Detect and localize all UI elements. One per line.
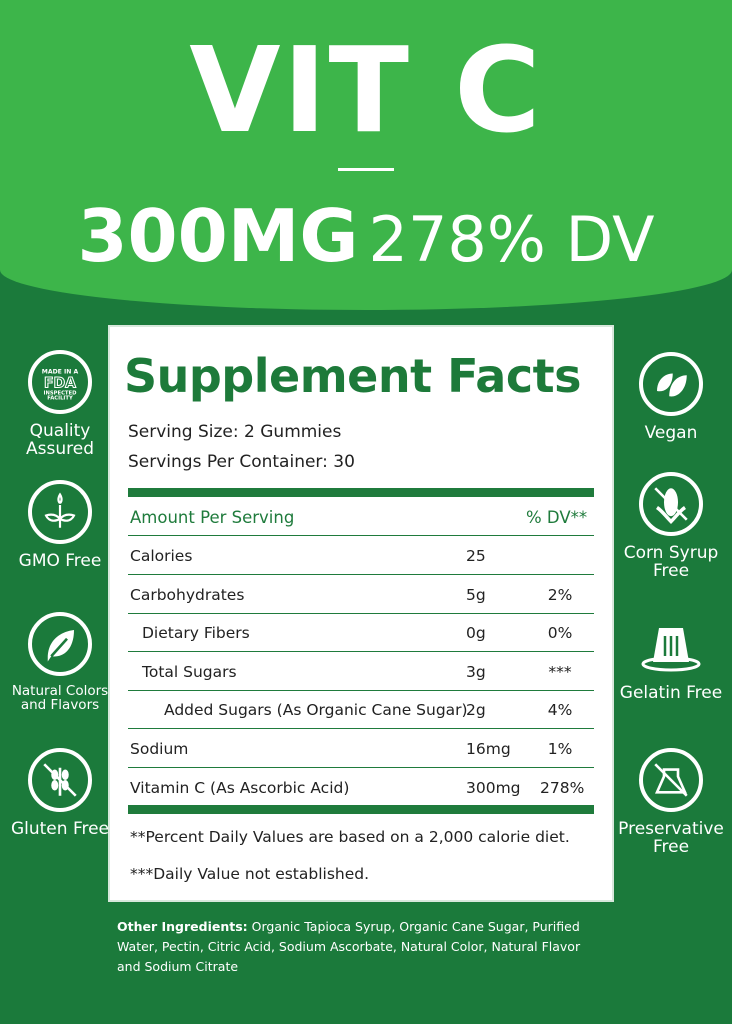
nutrient-name: Sodium bbox=[130, 740, 189, 758]
amount-header: Amount Per Serving bbox=[130, 508, 295, 527]
badge-no-flask: Preservative Free bbox=[611, 748, 731, 856]
ingredients-label: Other Ingredients: bbox=[117, 919, 248, 934]
nutrient-row: Total Sugars 3g *** bbox=[128, 652, 594, 691]
nutrient-amount: 25 bbox=[466, 547, 486, 565]
nutrient-row: Sodium 16mg 1% bbox=[128, 729, 594, 768]
nutrient-name: Added Sugars (As Organic Cane Sugar) bbox=[164, 701, 468, 720]
nutrient-amount: 2g bbox=[466, 701, 486, 720]
svg-text:FACILITY: FACILITY bbox=[47, 396, 73, 402]
daily-value: 278% DV bbox=[368, 203, 655, 276]
badge-fda-seal: MADE IN A FDA INSPECTED FACILITY Quality Ass… bbox=[0, 350, 120, 458]
jelly-icon bbox=[639, 612, 703, 676]
badge-label: GMO Free bbox=[18, 551, 102, 571]
badge-label: Natural Colors and Flavors bbox=[11, 683, 109, 713]
badge-label: Gelatin Free bbox=[619, 683, 723, 703]
column-header-row: Amount Per Serving % DV** bbox=[128, 497, 594, 536]
thick-rule bbox=[128, 805, 594, 814]
nutrient-dv: 4% bbox=[547, 701, 573, 720]
nutrient-amount: 300mg bbox=[466, 778, 521, 797]
other-ingredients: Other Ingredients: Organic Tapioca Syrup… bbox=[117, 917, 597, 977]
nutrient-row: Dietary Fibers 0g 0% bbox=[128, 613, 594, 653]
nutrient-row: Added Sugars (As Organic Cane Sugar) 2g 4% bbox=[128, 690, 594, 730]
dv-header: % DV** bbox=[526, 508, 588, 527]
servings-per-container: Servings Per Container: 30 bbox=[128, 452, 355, 472]
sprout-icon bbox=[28, 480, 92, 544]
nutrient-amount: 3g bbox=[466, 662, 486, 681]
divider bbox=[338, 168, 394, 171]
nutrient-amount: 5g bbox=[466, 585, 486, 604]
nutrient-row: Vitamin C (As Ascorbic Acid) 300mg 278% bbox=[128, 768, 594, 807]
dv-not-established-note: ***Daily Value not established. bbox=[130, 865, 370, 883]
dose: 300MG bbox=[77, 194, 359, 278]
badge-jelly: Gelatin Free bbox=[611, 612, 731, 702]
badge-label: Preservative Free bbox=[618, 819, 724, 857]
nutrient-dv: 278% bbox=[540, 778, 585, 797]
badge-label: Corn Syrup Free bbox=[623, 543, 719, 581]
nutrient-dv: 0% bbox=[547, 624, 573, 643]
nutrient-dv: *** bbox=[548, 662, 572, 681]
nutrient-name: Calories bbox=[130, 547, 193, 565]
badge-leaf: Natural Colors and Flavors bbox=[0, 612, 120, 712]
badge-label: Vegan bbox=[644, 423, 698, 443]
header-band bbox=[0, 0, 732, 310]
serving-size: Serving Size: 2 Gummies bbox=[128, 422, 342, 442]
no-corn-icon bbox=[639, 472, 703, 536]
nutrient-name: Vitamin C (As Ascorbic Acid) bbox=[130, 778, 350, 797]
nutrient-dv: 1% bbox=[547, 740, 573, 758]
nutrient-row: Calories 25 bbox=[128, 536, 594, 575]
dose-line: 300MG 278% DV bbox=[0, 196, 732, 296]
nutrient-amount: 16mg bbox=[466, 740, 511, 758]
dv-note: **Percent Daily Values are based on a 2,… bbox=[130, 828, 570, 846]
svg-text:INSPECTED: INSPECTED bbox=[44, 390, 78, 396]
nutrient-name: Dietary Fibers bbox=[142, 624, 250, 643]
supplement-facts-panel: Supplement Facts Serving Size: 2 Gummies… bbox=[108, 325, 614, 902]
badge-sprout: GMO Free bbox=[0, 480, 120, 570]
svg-text:MADE IN A: MADE IN A bbox=[42, 368, 79, 375]
leaf-icon bbox=[28, 612, 92, 676]
badge-label: Gluten Free bbox=[10, 819, 110, 839]
nutrient-name: Carbohydrates bbox=[130, 585, 245, 604]
fda-seal-icon: MADE IN A FDA INSPECTED FACILITY bbox=[28, 350, 92, 414]
thick-rule bbox=[128, 488, 594, 497]
svg-text:FDA: FDA bbox=[44, 375, 76, 391]
badge-vegan-leaves: Vegan bbox=[611, 352, 731, 442]
badge-no-corn: Corn Syrup Free bbox=[611, 472, 731, 580]
ingredients-text: Organic Tapioca Syrup, Organic Cane Suga… bbox=[117, 919, 581, 974]
badge-label: Quality Assured bbox=[26, 421, 94, 459]
nutrient-row: Carbohydrates 5g 2% bbox=[128, 575, 594, 614]
nutrient-amount: 0g bbox=[466, 624, 486, 643]
nutrient-name: Total Sugars bbox=[142, 662, 237, 681]
nutrient-dv: 2% bbox=[547, 585, 573, 604]
facts-title: Supplement Facts bbox=[124, 349, 582, 403]
no-flask-icon bbox=[639, 748, 703, 812]
product-title: VIT C bbox=[189, 21, 543, 159]
badge-no-wheat: Gluten Free bbox=[0, 748, 120, 838]
vegan-leaves-icon bbox=[639, 352, 703, 416]
no-wheat-icon bbox=[28, 748, 92, 812]
